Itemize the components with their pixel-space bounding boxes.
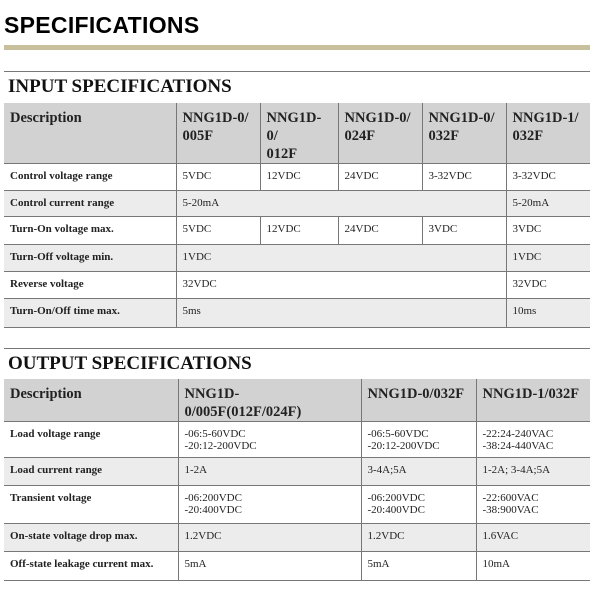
cell-value: 1VDC [175, 244, 506, 272]
cell-value: 32VDC [505, 271, 590, 299]
cell-value: 12VDC [259, 216, 338, 245]
column-header: NNG1D-0/ 032F [421, 103, 506, 164]
table-row: Control voltage range 5VDC 12VDC 24VDC 3-32V… [4, 163, 590, 191]
cell-value: -22:24-240VAC -38:24-440VAC [475, 421, 590, 458]
output-specifications-table: Description NNG1D-0/005F(012F/024F) NNG1D-… [4, 379, 590, 581]
row-label: Control voltage range [4, 163, 176, 191]
row-label: Off-state leakage current max. [4, 551, 178, 581]
cell-value: 32VDC [175, 271, 506, 299]
row-label: Turn-Off voltage min. [4, 244, 176, 272]
cell-value: 24VDC [337, 216, 422, 245]
cell-value: -06:5-60VDC -20:12-200VDC [360, 421, 476, 458]
cell-value: -22:600VAC -38:900VAC [475, 485, 590, 524]
output-section-title: OUTPUT SPECIFICATIONS [8, 353, 252, 374]
table-row: Transient voltage -06:200VDC -20:400VDC -0… [4, 485, 590, 524]
column-header: NNG1D-0/005F(012F/024F) [177, 379, 361, 422]
column-header: NNG1D-0/032F [360, 379, 476, 422]
cell-value: 1-2A; 3-4A;5A [475, 457, 590, 486]
row-label: Turn-On voltage max. [4, 216, 176, 245]
section-divider [4, 348, 590, 349]
row-label: Control current range [4, 190, 176, 217]
cell-value: 5-20mA [175, 190, 506, 217]
cell-value: -06:200VDC -20:400VDC [360, 485, 476, 524]
table-row: Turn-On/Off time max. 5ms 10ms [4, 298, 590, 328]
table-row: Off-state leakage current max. 5mA 5mA 10mA [4, 551, 590, 581]
row-label: On-state voltage drop max. [4, 523, 178, 552]
row-label: Transient voltage [4, 485, 178, 524]
cell-value: 1.2VDC [360, 523, 476, 552]
column-header: Description [4, 379, 178, 422]
cell-value: 3-4A;5A [360, 457, 476, 486]
cell-value: 3VDC [421, 216, 506, 245]
section-divider [4, 71, 590, 72]
cell-value: 24VDC [337, 163, 422, 191]
column-header: NNG1D-1/032F [475, 379, 590, 422]
column-header: NNG1D-0/ 012F [259, 103, 338, 164]
header-row: Description NNG1D-0/005F(012F/024F) NNG1D-… [4, 379, 590, 422]
cell-value: 5VDC [175, 163, 260, 191]
cell-value: -06:200VDC -20:400VDC [177, 485, 361, 524]
column-header: NNG1D-0/ 024F [337, 103, 422, 164]
input-section-title: INPUT SPECIFICATIONS [8, 76, 232, 97]
row-label: Load voltage range [4, 421, 178, 458]
cell-value: 1VDC [505, 244, 590, 272]
cell-value: 1.2VDC [177, 523, 361, 552]
cell-value: 1.6VAC [475, 523, 590, 552]
column-header: NNG1D-1/ 032F [505, 103, 590, 164]
cell-value: 3VDC [505, 216, 590, 245]
cell-value: 10mA [475, 551, 590, 581]
cell-value: 5mA [177, 551, 361, 581]
row-label: Reverse voltage [4, 271, 176, 299]
cell-value: 5ms [175, 298, 506, 328]
table-row: On-state voltage drop max. 1.2VDC 1.2VDC 1.… [4, 523, 590, 552]
column-header: Description [4, 103, 176, 164]
cell-value: 3-32VDC [421, 163, 506, 191]
title-underline [4, 45, 590, 50]
cell-value: -06:5-60VDC -20:12-200VDC [177, 421, 361, 458]
input-specifications-table: Description NNG1D-0/ 005F NNG1D-0/ 012F NNG… [4, 103, 590, 328]
column-header: NNG1D-0/ 005F [175, 103, 260, 164]
cell-value: 3-32VDC [505, 163, 590, 191]
table-row: Turn-On voltage max. 5VDC 12VDC 24VDC 3VDC 3V… [4, 216, 590, 245]
cell-value: 1-2A [177, 457, 361, 486]
cell-value: 10ms [505, 298, 590, 328]
row-label: Load current range [4, 457, 178, 486]
table-row: Load current range 1-2A 3-4A;5A 1-2A; 3-4A;… [4, 457, 590, 486]
table-row: Control current range 5-20mA 5-20mA [4, 190, 590, 217]
header-row: Description NNG1D-0/ 005F NNG1D-0/ 012F NNG… [4, 103, 590, 164]
table-row: Turn-Off voltage min. 1VDC 1VDC [4, 244, 590, 272]
table-row: Reverse voltage 32VDC 32VDC [4, 271, 590, 299]
cell-value: 5-20mA [505, 190, 590, 217]
cell-value: 12VDC [259, 163, 338, 191]
cell-value: 5VDC [175, 216, 260, 245]
page-title: SPECIFICATIONS [4, 12, 200, 38]
table-row: Load voltage range -06:5-60VDC -20:12-200… [4, 421, 590, 458]
cell-value: 5mA [360, 551, 476, 581]
row-label: Turn-On/Off time max. [4, 298, 176, 328]
